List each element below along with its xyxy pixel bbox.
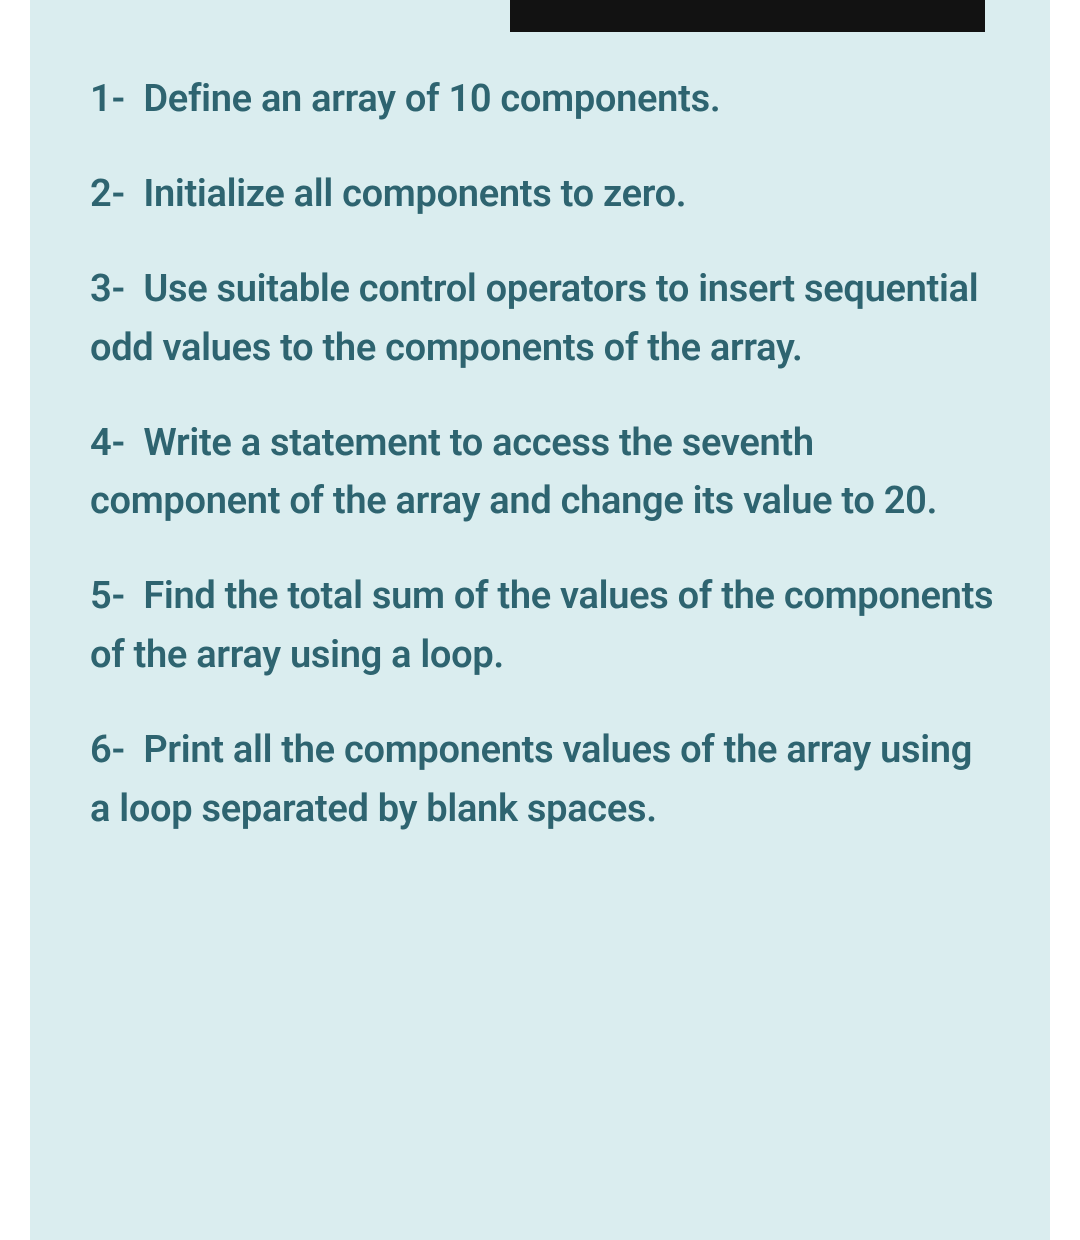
- item-text-5: Find the total sum of the values of the …: [90, 574, 993, 677]
- list-item-5: 5- Find the total sum of the values of t…: [90, 567, 1000, 685]
- black-bar-overlay: [510, 0, 985, 32]
- item-number-5: 5-: [90, 574, 125, 618]
- item-number-6: 6-: [90, 728, 125, 772]
- item-text-4: Write a statement to access the seventh …: [90, 421, 937, 524]
- list-item-1: 1- Define an array of 10 components.: [90, 70, 1000, 129]
- item-text-1: Define an array of 10 components.: [143, 77, 720, 121]
- list-item-2: 2- Initialize all components to zero.: [90, 165, 1000, 224]
- item-number-1: 1-: [90, 77, 125, 121]
- list-item-3: 3- Use suitable control operators to ins…: [90, 260, 1000, 378]
- item-number-2: 2-: [90, 172, 125, 216]
- item-number-4: 4-: [90, 421, 125, 465]
- outer-frame: 1- Define an array of 10 components. 2- …: [0, 0, 1080, 1240]
- item-text-2: Initialize all components to zero.: [143, 172, 686, 216]
- item-number-3: 3-: [90, 267, 125, 311]
- content-panel: 1- Define an array of 10 components. 2- …: [30, 0, 1050, 1240]
- item-text-3: Use suitable control operators to insert…: [90, 267, 978, 370]
- list-item-6: 6- Print all the components values of th…: [90, 721, 1000, 839]
- item-text-6: Print all the components values of the a…: [90, 728, 972, 831]
- list-item-4: 4- Write a statement to access the seven…: [90, 414, 1000, 532]
